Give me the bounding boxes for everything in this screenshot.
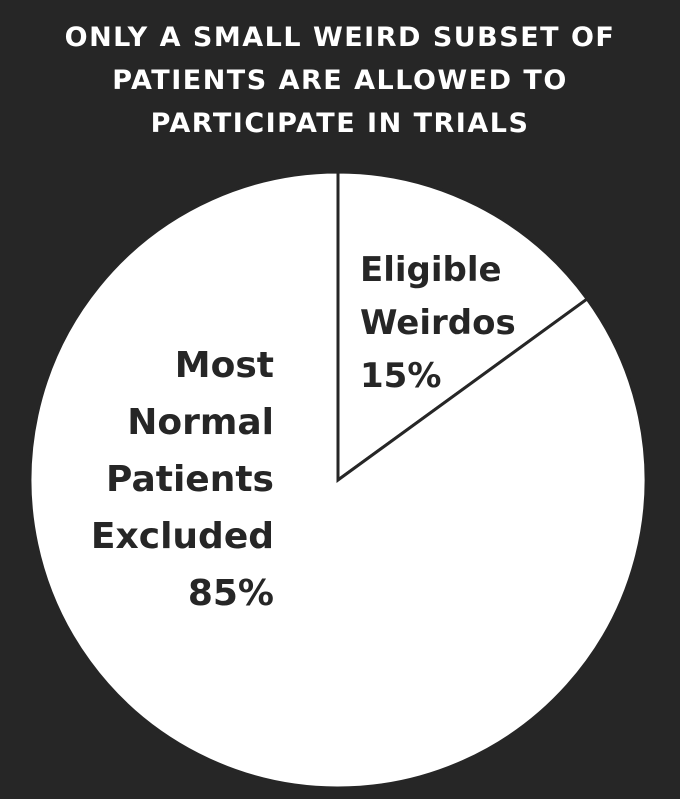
pie-slice-value-label: 15% (360, 356, 441, 396)
pie-slice-label-line: Eligible (360, 250, 502, 290)
pie-slice-label-line: Normal (127, 402, 274, 443)
pie-slices (28, 170, 648, 790)
chart-title: ONLY A SMALL WEIRD SUBSET OF PATIENTS AR… (0, 16, 680, 145)
chart-title-line-1: ONLY A SMALL WEIRD SUBSET OF (64, 22, 616, 53)
pie-slice-label-line: Weirdos (360, 303, 516, 343)
pie-slice-value-label: 85% (188, 573, 274, 614)
pie-slice-label-line: Excluded (91, 516, 274, 557)
chart-title-line-3: PARTICIPATE IN TRIALS (150, 108, 530, 139)
chart-title-line-2: PATIENTS ARE ALLOWED TO (112, 65, 568, 96)
pie-slice-label-2: Most Normal Patients Excluded 85% (91, 345, 274, 614)
pie-slice-1 (336, 170, 590, 483)
pie-slice-label-line: Most (175, 345, 274, 386)
pie-slice-label-line: Patients (106, 459, 274, 500)
pie-slice-2 (28, 170, 648, 790)
pie-labels: Eligible Weirdos 15% Most Normal Patients Excl… (91, 250, 516, 614)
pie-slice-label-1: Eligible Weirdos 15% (360, 250, 516, 396)
